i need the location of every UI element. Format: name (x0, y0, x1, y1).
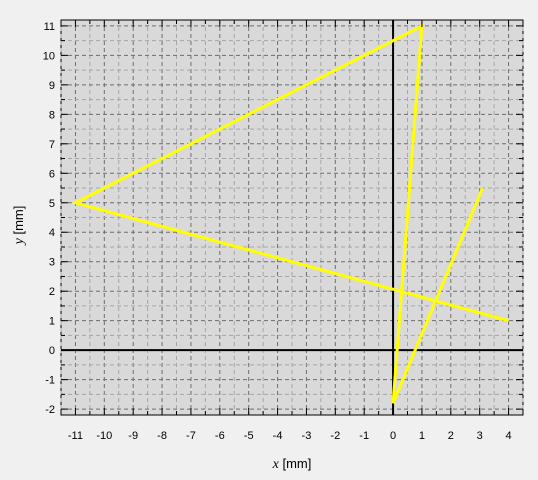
y-tick-label: 1 (49, 316, 55, 328)
y-tick-label: 11 (44, 21, 55, 33)
x-tick-label: 3 (477, 430, 483, 442)
x-axis-unit: [mm] (279, 456, 312, 471)
x-tick-label: -10 (96, 430, 112, 442)
y-tick-label: 8 (49, 109, 55, 121)
y-tick-label: -2 (45, 404, 55, 416)
ticks (60, 20, 524, 415)
x-tick-label: 0 (390, 430, 396, 442)
y-tick-label: 5 (49, 198, 55, 210)
x-tick-label: -6 (215, 430, 225, 442)
x-tick-label: 1 (419, 430, 425, 442)
x-tick-label: -8 (157, 430, 167, 442)
y-axis-variable: y (12, 237, 27, 246)
x-tick-label: -3 (302, 430, 312, 442)
y-tick-label: -1 (45, 375, 55, 387)
x-tick-label: -4 (273, 430, 283, 442)
y-tick-label: 4 (49, 227, 55, 239)
y-tick-label: 3 (49, 257, 55, 269)
zero-axes (61, 20, 523, 415)
x-tick-label: -9 (128, 430, 138, 442)
y-tick-label: 9 (49, 80, 55, 92)
y-tick-label: 0 (49, 345, 55, 357)
x-tick-label: -1 (359, 430, 369, 442)
y-axis-title: y [mm] (11, 206, 27, 247)
y-tick-label: 10 (43, 50, 55, 62)
y-tick-label: 6 (49, 168, 55, 180)
x-axis-variable: x (272, 457, 280, 472)
x-tick-label: -11 (68, 430, 83, 442)
x-tick-label: -7 (186, 430, 196, 442)
x-tick-label: -2 (330, 430, 340, 442)
x-tick-label: 4 (506, 430, 512, 442)
y-tick-label: 2 (49, 286, 55, 298)
y-axis-unit: [mm] (11, 206, 26, 239)
x-tick-label: -5 (244, 430, 254, 442)
x-tick-label: 2 (448, 430, 454, 442)
tick-labels: -11 -10 -9 -8 -7 -6 -5 -4 -3 -2 -1 0 1 2 3 4-2-10123456… (43, 21, 512, 442)
x-axis-title: x [mm] (272, 456, 312, 472)
y-tick-label: 7 (49, 139, 55, 151)
